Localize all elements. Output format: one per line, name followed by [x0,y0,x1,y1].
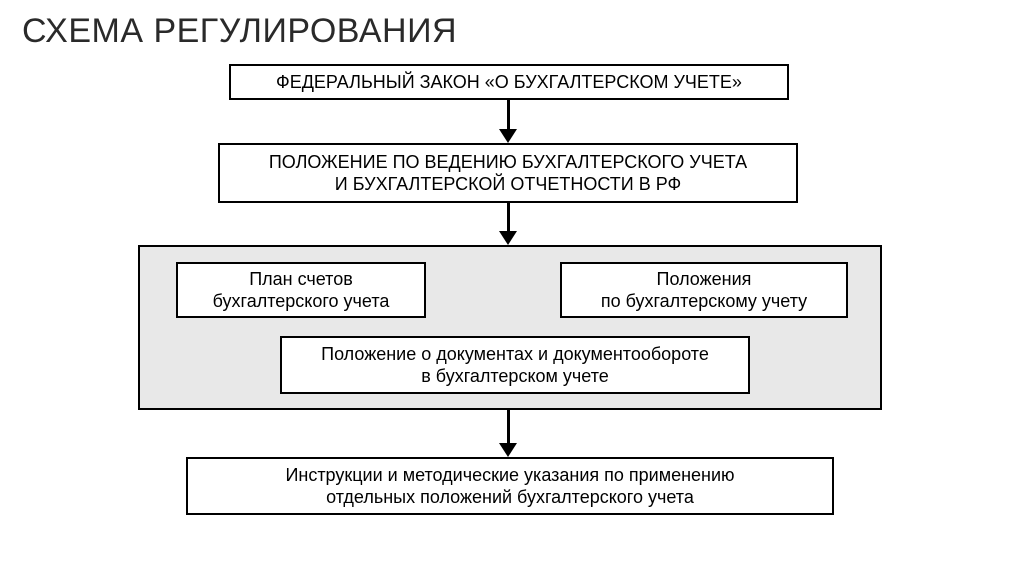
flowchart-node-documents: Положение о документах и документооборот… [280,336,750,394]
arrow-line [507,410,510,443]
arrow-line [507,203,510,231]
node-label: План счетовбухгалтерского учета [213,268,390,313]
node-label: Положенияпо бухгалтерскому учету [601,268,807,313]
arrow-line [507,100,510,129]
arrow-head-icon [499,231,517,245]
flowchart-node-plan: План счетовбухгалтерского учета [176,262,426,318]
node-label: Инструкции и методические указания по пр… [285,464,734,509]
flowchart-node-position: ПОЛОЖЕНИЕ ПО ВЕДЕНИЮ БУХГАЛТЕРСКОГО УЧЕТ… [218,143,798,203]
node-label: ФЕДЕРАЛЬНЫЙ ЗАКОН «О БУХГАЛТЕРСКОМ УЧЕТЕ… [276,71,742,94]
arrow-head-icon [499,443,517,457]
arrow-head-icon [499,129,517,143]
flowchart-node-law: ФЕДЕРАЛЬНЫЙ ЗАКОН «О БУХГАЛТЕРСКОМ УЧЕТЕ… [229,64,789,100]
flowchart-node-provisions: Положенияпо бухгалтерскому учету [560,262,848,318]
flowchart-node-instructions: Инструкции и методические указания по пр… [186,457,834,515]
node-label: Положение о документах и документооборот… [321,343,709,388]
page-title: СХЕМА РЕГУЛИРОВАНИЯ [22,12,457,51]
node-label: ПОЛОЖЕНИЕ ПО ВЕДЕНИЮ БУХГАЛТЕРСКОГО УЧЕТ… [269,151,747,196]
